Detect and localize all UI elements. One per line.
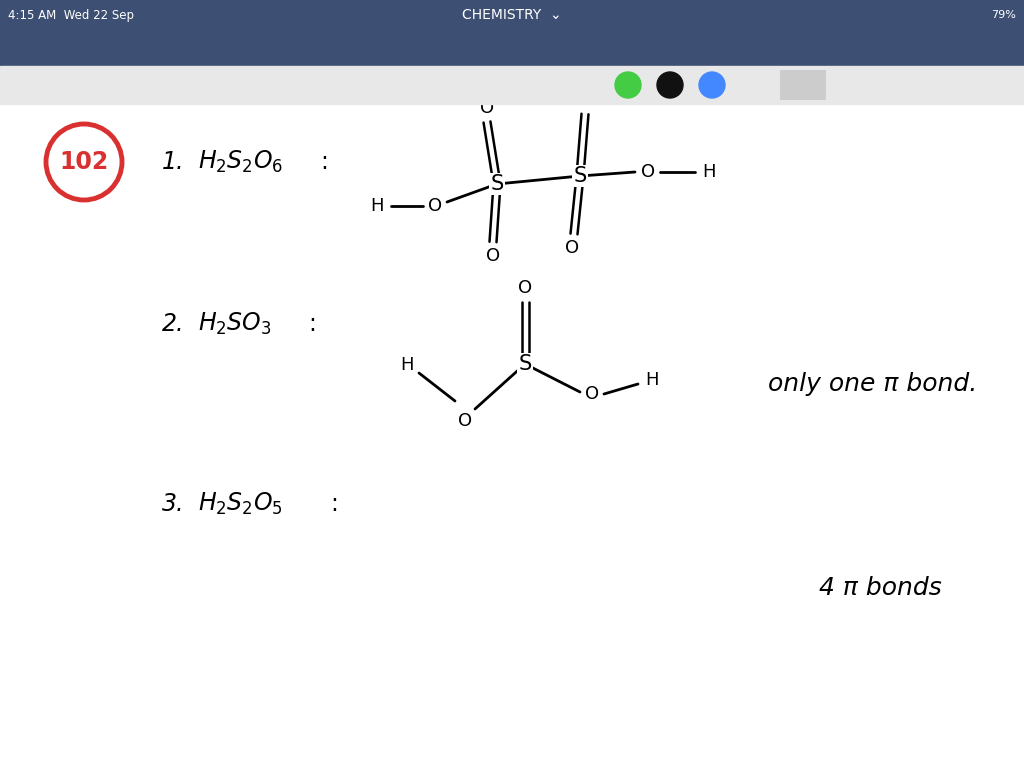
Text: H: H	[645, 371, 658, 389]
Circle shape	[657, 72, 683, 98]
Text: O: O	[480, 99, 494, 117]
Text: only one π bond.: only one π bond.	[768, 372, 977, 396]
Text: O: O	[565, 239, 579, 257]
Text: H: H	[371, 197, 384, 215]
Text: O: O	[585, 385, 599, 403]
Bar	[0, 30, 1024, 66]
Text: 3.: 3.	[162, 492, 184, 516]
Text: S: S	[490, 174, 504, 194]
Text: 2.: 2.	[162, 312, 184, 336]
Text: 1.: 1.	[162, 150, 184, 174]
Text: O: O	[518, 279, 532, 297]
Text: CHEMISTRY  ⌄: CHEMISTRY ⌄	[462, 8, 562, 22]
Text: O: O	[428, 197, 442, 215]
Circle shape	[699, 72, 725, 98]
Text: $H_2S_2O_6$: $H_2S_2O_6$	[198, 149, 284, 175]
Text: O: O	[486, 247, 500, 265]
Text: O: O	[578, 91, 592, 109]
Text: :: :	[319, 150, 328, 174]
Text: H: H	[400, 356, 414, 374]
Text: 79%: 79%	[991, 10, 1016, 20]
Text: 4:15 AM  Wed 22 Sep: 4:15 AM Wed 22 Sep	[8, 8, 134, 22]
Text: 4 π bonds: 4 π bonds	[819, 575, 942, 600]
Bar	[0, 0, 1024, 30]
Text: $H_2SO_3$: $H_2SO_3$	[198, 311, 271, 337]
Text: O: O	[458, 412, 472, 430]
Text: 102: 102	[59, 150, 109, 174]
Text: O: O	[641, 163, 655, 181]
Text: H: H	[702, 163, 716, 181]
Text: S: S	[518, 354, 531, 374]
Text: S: S	[573, 166, 587, 186]
Circle shape	[615, 72, 641, 98]
Bar	[0, 66, 1024, 104]
Bar	[780, 70, 826, 100]
Text: $H_2S_2O_5$: $H_2S_2O_5$	[198, 491, 283, 517]
Text: :: :	[330, 492, 338, 516]
Text: :: :	[308, 312, 315, 336]
